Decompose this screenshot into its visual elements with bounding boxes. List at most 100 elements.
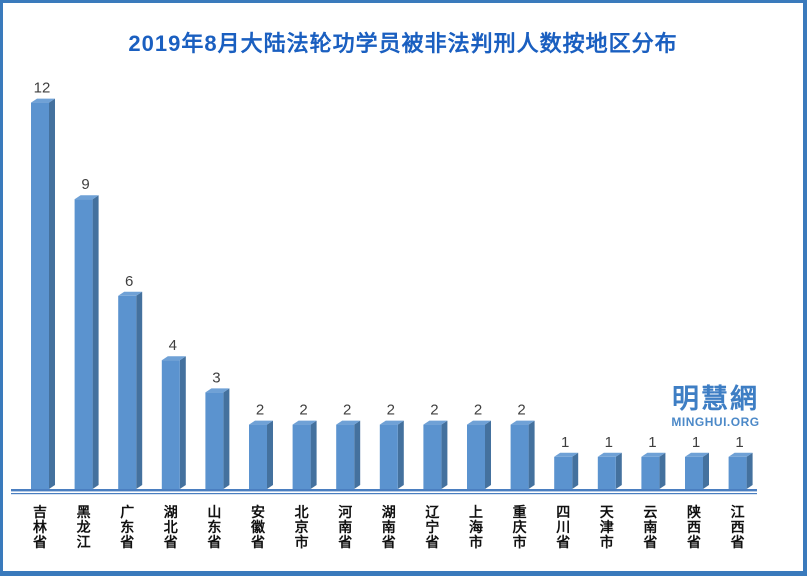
category-label-char: 云 xyxy=(643,504,657,520)
bar-side-face xyxy=(615,452,622,489)
bar-group: 2 湖南省 xyxy=(379,402,404,550)
category-label-char: 京 xyxy=(295,519,309,535)
bar-group: 1 江西省 xyxy=(728,434,753,550)
category-label-char: 重 xyxy=(513,504,527,520)
bar-group: 2 河南省 xyxy=(336,402,361,550)
bar-front-face xyxy=(292,424,311,489)
x-axis-line-thin xyxy=(11,493,757,495)
category-label-char: 省 xyxy=(163,534,178,550)
bar-front-face xyxy=(249,424,267,489)
category-label-char: 宁 xyxy=(425,519,439,535)
bar-side-face xyxy=(397,420,404,489)
bar-front-face xyxy=(423,424,442,489)
category-label-char: 湖 xyxy=(382,504,396,520)
bar-group: 1 云南省 xyxy=(641,434,666,550)
bar-front-face xyxy=(205,392,224,489)
bar-group: 1 天津市 xyxy=(597,434,622,550)
bar-side-face xyxy=(441,420,448,489)
bar-top-face xyxy=(379,420,404,425)
category-label-char: 东 xyxy=(207,519,221,535)
bar-value-label: 12 xyxy=(34,80,51,97)
bar-top-face xyxy=(161,356,186,361)
bar-value-label: 1 xyxy=(648,434,656,451)
watermark: 明慧網 MINGHUI.ORG xyxy=(658,384,773,429)
bar-front-face xyxy=(510,424,529,489)
bar-group: 2 安徽省 xyxy=(249,402,273,550)
bar-side-face xyxy=(49,98,55,489)
bar-top-face xyxy=(728,452,753,457)
watermark-brand: 明慧網 xyxy=(672,384,759,414)
category-label-char: 江 xyxy=(77,534,91,550)
bar-group: 2 辽宁省 xyxy=(423,402,448,550)
bar-top-face xyxy=(118,291,143,296)
category-label-char: 龙 xyxy=(76,519,91,535)
bar-front-face xyxy=(554,456,573,489)
bar-group: 2 北京市 xyxy=(292,402,317,550)
bar-side-face xyxy=(659,452,666,489)
bar-value-label: 2 xyxy=(387,402,395,419)
bar-top-face xyxy=(423,420,448,425)
category-label-char: 市 xyxy=(600,534,614,550)
x-axis-line-thick xyxy=(11,489,757,492)
bar-value-label: 4 xyxy=(169,337,177,354)
category-label-char: 省 xyxy=(250,534,265,550)
category-label-char: 广 xyxy=(120,504,134,520)
bar-side-face xyxy=(223,388,230,489)
category-label-char: 陕 xyxy=(687,504,701,520)
bar-top-face xyxy=(74,195,99,200)
category-label-char: 海 xyxy=(469,519,483,535)
category-label-char: 庆 xyxy=(513,519,527,535)
bar-group: 1 四川省 xyxy=(554,434,579,550)
bar-value-label: 2 xyxy=(474,402,482,419)
bar-value-label: 2 xyxy=(517,402,525,419)
bar-value-label: 6 xyxy=(125,273,133,290)
category-label-char: 江 xyxy=(731,504,745,520)
bar-group: 2 重庆市 xyxy=(510,402,535,550)
bar-side-face xyxy=(267,420,273,489)
bar-top-face xyxy=(554,452,579,457)
category-label-char: 湖 xyxy=(164,504,178,520)
bar-top-face xyxy=(336,420,361,425)
bar-front-face xyxy=(685,456,703,489)
category-label-char: 上 xyxy=(469,504,483,520)
category-label-char: 省 xyxy=(337,534,352,550)
category-label-char: 林 xyxy=(33,519,47,535)
watermark-domain: MINGHUI.ORG xyxy=(671,415,760,429)
bar-value-label: 1 xyxy=(605,434,613,451)
bar-front-face xyxy=(336,424,355,489)
bar-value-label: 2 xyxy=(256,402,264,419)
category-label-char: 黑 xyxy=(77,504,91,520)
bar-group: 1 陕西省 xyxy=(685,434,709,550)
bar-top-face xyxy=(510,420,535,425)
bar-front-face xyxy=(641,456,660,489)
category-label-char: 东 xyxy=(120,519,134,535)
bar-chart-canvas: 12吉林省9黑龙江6广东省4湖北省3山东省2安徽省2北京市2河南省2湖南省2辽宁… xyxy=(11,80,757,550)
bar-front-face xyxy=(161,360,180,489)
category-label-char: 省 xyxy=(730,534,745,550)
category-label-char: 南 xyxy=(643,519,657,535)
category-label-char: 辽 xyxy=(425,504,440,520)
category-label-char: 省 xyxy=(555,534,570,550)
bar-top-face xyxy=(292,420,317,425)
bar-value-label: 1 xyxy=(692,434,700,451)
bar-side-face xyxy=(354,420,361,489)
category-label-char: 南 xyxy=(338,519,352,535)
bar-group: 12 吉林省 xyxy=(31,80,55,550)
bar-group: 6 广东省 xyxy=(118,273,143,550)
category-label-char: 市 xyxy=(295,534,309,550)
bar-front-face xyxy=(467,424,485,489)
bar-value-label: 1 xyxy=(561,434,569,451)
bar-top-face xyxy=(249,420,273,425)
bar-side-face xyxy=(485,420,491,489)
bar-front-face xyxy=(74,199,93,489)
bar-side-face xyxy=(746,452,753,489)
bar-value-label: 9 xyxy=(81,176,89,193)
bar-side-face xyxy=(310,420,317,489)
category-label-char: 川 xyxy=(555,519,570,535)
bar-value-label: 2 xyxy=(299,402,307,419)
category-label-char: 津 xyxy=(600,519,614,535)
bar-front-face xyxy=(31,102,49,489)
bar-value-label: 2 xyxy=(430,402,438,419)
bar-front-face xyxy=(597,456,616,489)
category-label-char: 天 xyxy=(600,504,615,520)
